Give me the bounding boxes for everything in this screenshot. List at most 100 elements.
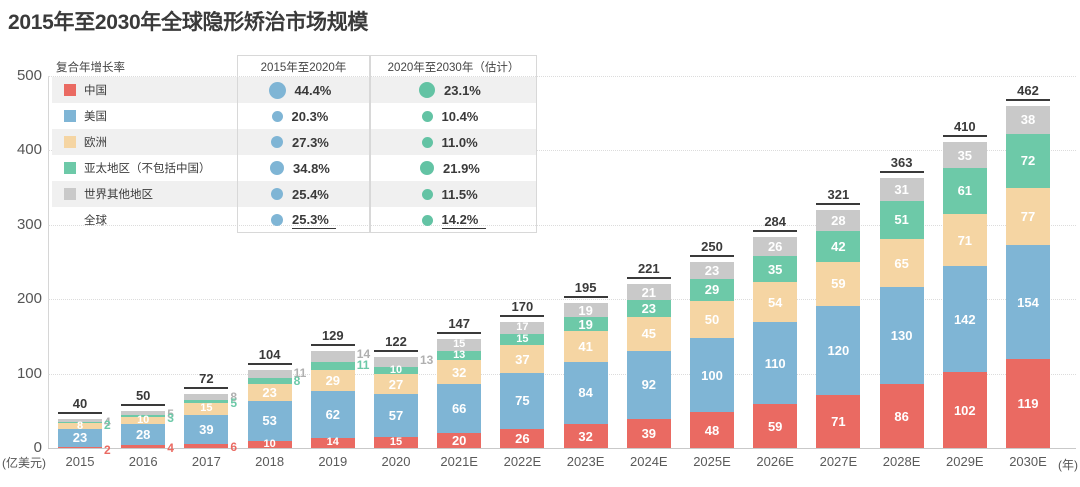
bar-segment[interactable]: 10 [121, 414, 166, 425]
bar-segment[interactable]: 119 [1006, 359, 1050, 448]
bar-segment[interactable]: 8 [184, 391, 237, 403]
bar-group[interactable]: 35 61 71 142 102 410 [942, 119, 987, 448]
bar-segment[interactable]: 23 [626, 299, 671, 318]
bar-group[interactable]: 14 11 29 62 14 129 [310, 328, 370, 448]
bar-group[interactable]: 26 35 54 110 59 284 [753, 214, 798, 448]
bar-segment[interactable]: 32 [437, 360, 482, 385]
bar-segment[interactable]: 120 [816, 305, 861, 396]
bar-segment[interactable]: 77 [1006, 187, 1050, 245]
bar-segment[interactable]: 154 [1006, 244, 1050, 360]
bar-segment[interactable]: 28 [816, 209, 861, 231]
bar-segment[interactable]: 51 [879, 201, 924, 239]
bar-segment[interactable]: 14 [310, 437, 355, 448]
bar-segment[interactable]: 15 [500, 334, 545, 346]
bar-segment[interactable]: 29 [310, 369, 355, 392]
bar-segment[interactable]: 75 [500, 372, 545, 429]
legend-row[interactable]: 世界其他地区 25.4% 11.5% [52, 181, 537, 207]
bar-segment[interactable]: 66 [437, 384, 482, 434]
bar-group[interactable]: 21 23 45 92 39 221 [626, 261, 671, 448]
bar-group[interactable]: 28 42 59 120 71 321 [816, 187, 861, 448]
bar-segment[interactable]: 14 [310, 348, 370, 362]
bar-segment[interactable]: 110 [753, 322, 798, 405]
bar-segment[interactable]: 27 [374, 374, 418, 395]
bar-segment[interactable]: 39 [184, 414, 229, 444]
bar-segment[interactable]: 26 [753, 236, 798, 257]
legend-row[interactable]: 亚太地区（不包括中国） 34.8% 21.9% [52, 155, 537, 181]
bar-group[interactable]: 23 29 50 100 48 250 [690, 239, 734, 448]
bar-segment[interactable]: 100 [690, 337, 734, 413]
bar-segment[interactable]: 26 [500, 428, 545, 448]
bar-group[interactable]: 4 2 8 23 2 40 [58, 396, 111, 456]
bar-segment[interactable]: 15 [184, 403, 229, 415]
bar-segment[interactable]: 71 [942, 213, 987, 267]
bar-group[interactable]: 5 3 10 28 4 50 [121, 388, 174, 454]
bar-segment[interactable]: 23 [247, 384, 292, 402]
bar-segment[interactable]: 38 [1006, 105, 1050, 135]
bar-group[interactable]: 11 8 23 53 10 104 [247, 347, 306, 449]
bar-segment[interactable]: 19 [563, 317, 608, 332]
bar-segment[interactable]: 45 [626, 317, 671, 351]
bar-segment[interactable]: 3 [121, 412, 174, 424]
bar-segment[interactable]: 10 [374, 365, 418, 376]
legend-row[interactable]: 中国 44.4% 23.1% [52, 77, 537, 103]
bar-segment[interactable]: 72 [1006, 134, 1050, 188]
bar-segment[interactable]: 41 [563, 331, 608, 362]
bar-group[interactable]: 13 10 27 57 15 122 [374, 334, 433, 448]
bar-segment[interactable]: 6 [184, 441, 237, 453]
bar-segment[interactable]: 35 [753, 256, 798, 283]
bar-group[interactable]: 15 13 32 66 20 147 [437, 316, 482, 448]
bar-segment[interactable]: 102 [942, 372, 987, 448]
bar-segment[interactable]: 31 [879, 177, 924, 202]
bar-segment[interactable]: 5 [184, 397, 237, 409]
bar-segment[interactable]: 54 [753, 282, 798, 323]
bar-group[interactable]: 31 51 65 130 86 363 [879, 155, 924, 448]
bar-segment[interactable]: 62 [310, 391, 355, 438]
bar-segment[interactable]: 50 [690, 300, 734, 338]
bar-segment[interactable]: 32 [563, 424, 608, 448]
bar-segment[interactable]: 11 [310, 359, 369, 371]
bar-segment[interactable]: 130 [879, 287, 924, 385]
bar-segment[interactable]: 13 [437, 349, 482, 360]
bar-segment[interactable]: 92 [626, 350, 671, 419]
bar-group[interactable]: 17 15 37 75 26 170 [500, 299, 545, 448]
bar-segment[interactable]: 20 [437, 433, 482, 448]
bar-segment[interactable]: 23 [690, 262, 734, 280]
bar-segment[interactable]: 4 [121, 442, 174, 454]
bar-segment[interactable]: 2 [58, 419, 111, 431]
bar-segment[interactable]: 53 [247, 401, 292, 441]
bar-segment[interactable]: 15 [374, 436, 418, 448]
bar-segment[interactable]: 8 [247, 375, 300, 387]
bar-segment[interactable]: 19 [563, 302, 608, 318]
legend-row[interactable]: 欧洲 27.3% 11.0% [52, 129, 537, 155]
bar-segment[interactable]: 23 [58, 429, 102, 447]
bar-segment[interactable]: 15 [437, 339, 482, 351]
bar-segment[interactable]: 59 [753, 404, 798, 448]
bar-segment[interactable]: 48 [690, 412, 734, 448]
bar-segment[interactable]: 17 [500, 321, 545, 335]
bar-segment[interactable]: 57 [374, 394, 418, 437]
bar-group[interactable]: 8 5 15 39 6 72 [184, 371, 237, 453]
bar-segment[interactable]: 13 [374, 354, 433, 367]
bar-segment[interactable]: 71 [816, 395, 861, 448]
bar-segment[interactable]: 86 [879, 384, 924, 448]
bar-segment[interactable]: 11 [247, 367, 306, 379]
bar-segment[interactable]: 29 [690, 279, 734, 301]
bar-segment[interactable]: 4 [58, 416, 111, 428]
bar-segment[interactable]: 5 [121, 408, 174, 420]
bar-segment[interactable]: 142 [942, 266, 987, 373]
bar-segment[interactable]: 28 [121, 424, 166, 446]
bar-segment[interactable]: 84 [563, 361, 608, 425]
legend-row[interactable]: 美国 20.3% 10.4% [52, 103, 537, 129]
bar-group[interactable]: 38 72 77 154 119 462 [1006, 83, 1050, 448]
bar-segment[interactable]: 21 [626, 284, 671, 300]
bar-segment[interactable]: 59 [816, 262, 861, 306]
bar-segment[interactable]: 37 [500, 345, 545, 373]
legend-row[interactable]: 全球 25.3% 14.2% [52, 207, 537, 233]
bar-segment[interactable]: 39 [626, 418, 671, 448]
bar-segment[interactable]: 42 [816, 230, 861, 263]
bar-segment[interactable]: 61 [942, 168, 987, 214]
bar-segment[interactable]: 65 [879, 238, 924, 288]
bar-segment[interactable]: 10 [247, 438, 292, 449]
bar-segment[interactable]: 2 [58, 444, 111, 456]
bar-segment[interactable]: 8 [58, 420, 102, 431]
